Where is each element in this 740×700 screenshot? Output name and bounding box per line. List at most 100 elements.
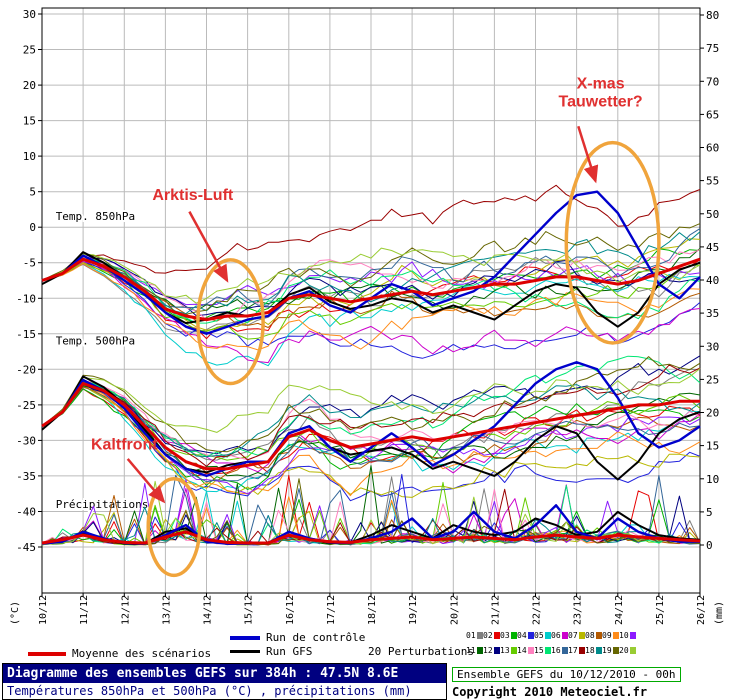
perturbation-number: 15: [534, 646, 544, 655]
series-gfs-t500: [41, 375, 701, 481]
perturbation-color-swatch: [612, 632, 619, 639]
perturbation-color-swatch: [493, 632, 500, 639]
svg-text:26/12: 26/12: [696, 595, 707, 625]
svg-text:14/12: 14/12: [203, 595, 214, 625]
perturbation-number: 04: [517, 631, 527, 640]
perturbation-color-swatch: [544, 632, 551, 639]
svg-text:15: 15: [706, 440, 719, 453]
perturbation-key-19: 19: [602, 643, 619, 658]
svg-text:35: 35: [706, 307, 719, 320]
perturbation-key-10: 10: [619, 628, 636, 643]
perturbation-number: 16: [551, 646, 561, 655]
series-mean-t500: [41, 382, 700, 471]
ensemble-chart: 30 25 20 15 10 5 0 -5 -10 -15 -20 -25 -30 -35 -40 -45 80…: [10, 7, 725, 625]
svg-text:25: 25: [23, 44, 36, 57]
svg-text:-35: -35: [16, 470, 36, 483]
copyright: Copyright 2010 Meteociel.fr: [452, 685, 648, 699]
svg-text:30: 30: [23, 8, 36, 21]
svg-text:10/12: 10/12: [38, 595, 49, 625]
svg-text:19/12: 19/12: [408, 595, 419, 625]
legend-mean-label: Moyenne des scénarios: [72, 647, 212, 660]
legend-control: Run de contrôle: [230, 631, 365, 644]
perturbation-legend: 01 02 03 04 05 06 07 08 09 10 11 12 13 14 15 16 17 18 19 20: [466, 628, 642, 658]
perturbation-number: 18: [585, 646, 595, 655]
panel-label-precip: Précipitations: [56, 498, 149, 511]
perturbation-key-16: 16: [551, 643, 568, 658]
perturbation-color-swatch: [578, 647, 585, 654]
perturbation-key-14: 14: [517, 643, 534, 658]
svg-text:20: 20: [23, 79, 36, 92]
perturbation-key-05: 05: [534, 628, 551, 643]
annotation-text: Arktis-Luft: [152, 187, 234, 204]
perturbation-number: 02: [483, 631, 493, 640]
perturbation-number: 06: [551, 631, 561, 640]
panel-label-t500: Temp. 500hPa: [56, 335, 135, 348]
perturbation-color-swatch: [561, 632, 568, 639]
svg-text:0: 0: [706, 539, 713, 552]
svg-text:0: 0: [29, 221, 36, 234]
svg-text:(mm): (mm): [714, 601, 725, 625]
series-mean-t850: [41, 257, 701, 322]
legend-gfs-label: Run GFS: [266, 645, 313, 658]
perturbation-number: 05: [534, 631, 544, 640]
svg-text:10: 10: [706, 473, 719, 486]
svg-text:40: 40: [706, 274, 719, 287]
perturbation-key-18: 18: [585, 643, 602, 658]
svg-text:75: 75: [706, 42, 719, 55]
annotation-text: Kaltfront: [91, 437, 158, 454]
perturbation-color-swatch: [476, 632, 483, 639]
perturbation-color-swatch: [578, 632, 585, 639]
perturbation-number: 13: [500, 646, 510, 655]
chart-legend: Moyenne des scénarios Run de contrôle Ru…: [0, 627, 740, 662]
legend-perturbations-label: 20 Perturbations: [368, 645, 474, 658]
svg-text:80: 80: [706, 9, 719, 22]
svg-text:55: 55: [706, 175, 719, 188]
svg-text:-40: -40: [16, 506, 36, 519]
perturbation-color-swatch: [544, 647, 551, 654]
perturbation-color-swatch: [561, 647, 568, 654]
svg-text:20/12: 20/12: [449, 595, 460, 625]
x-axis-labels: 10/12 11/12 12/12 13/12 14/12 15/12 16/12 17/12…: [10, 593, 725, 625]
series-mean-precip: [41, 530, 701, 545]
perturbation-key-06: 06: [551, 628, 568, 643]
svg-text:-20: -20: [16, 363, 36, 376]
svg-text:12/12: 12/12: [120, 595, 131, 625]
perturbation-color-swatch: [527, 647, 534, 654]
perturbation-color-swatch: [629, 647, 636, 654]
svg-text:17/12: 17/12: [326, 595, 337, 625]
svg-text:11/12: 11/12: [79, 595, 90, 625]
legend-gfs: Run GFS: [230, 645, 312, 658]
perturbation-number: 08: [585, 631, 595, 640]
svg-text:-15: -15: [16, 328, 36, 341]
perturbation-number: 10: [619, 631, 629, 640]
highlight-ellipse: [564, 140, 661, 345]
svg-text:10: 10: [23, 150, 36, 163]
perturbation-number: 07: [568, 631, 578, 640]
perturbation-color-swatch: [527, 632, 534, 639]
svg-text:45: 45: [706, 241, 719, 254]
perturbation-color-swatch: [493, 647, 500, 654]
svg-text:5: 5: [706, 506, 713, 519]
svg-text:18/12: 18/12: [367, 595, 378, 625]
diagram-title: Diagramme des ensembles GEFS sur 384h : …: [3, 664, 446, 683]
svg-text:-5: -5: [23, 257, 36, 270]
svg-text:15/12: 15/12: [244, 595, 255, 625]
perturbation-color-swatch: [612, 647, 619, 654]
perturbation-number: 01: [466, 631, 476, 640]
perturbation-color-swatch: [629, 632, 636, 639]
svg-text:22/12: 22/12: [532, 595, 543, 625]
perturbation-number: 11: [466, 646, 476, 655]
svg-text:-45: -45: [16, 541, 36, 554]
perturbation-color-swatch: [510, 647, 517, 654]
svg-text:25: 25: [706, 373, 719, 386]
perturbation-color-swatch: [510, 632, 517, 639]
perturbation-key-03: 03: [500, 628, 517, 643]
highlight-ellipse: [196, 258, 265, 386]
svg-text:65: 65: [706, 108, 719, 121]
annotation-arrow: [126, 458, 166, 504]
perturbation-key-17: 17: [568, 643, 585, 658]
legend-mean: Moyenne des scénarios: [28, 647, 211, 660]
perturbation-number: 03: [500, 631, 510, 640]
perturbation-number: 14: [517, 646, 527, 655]
